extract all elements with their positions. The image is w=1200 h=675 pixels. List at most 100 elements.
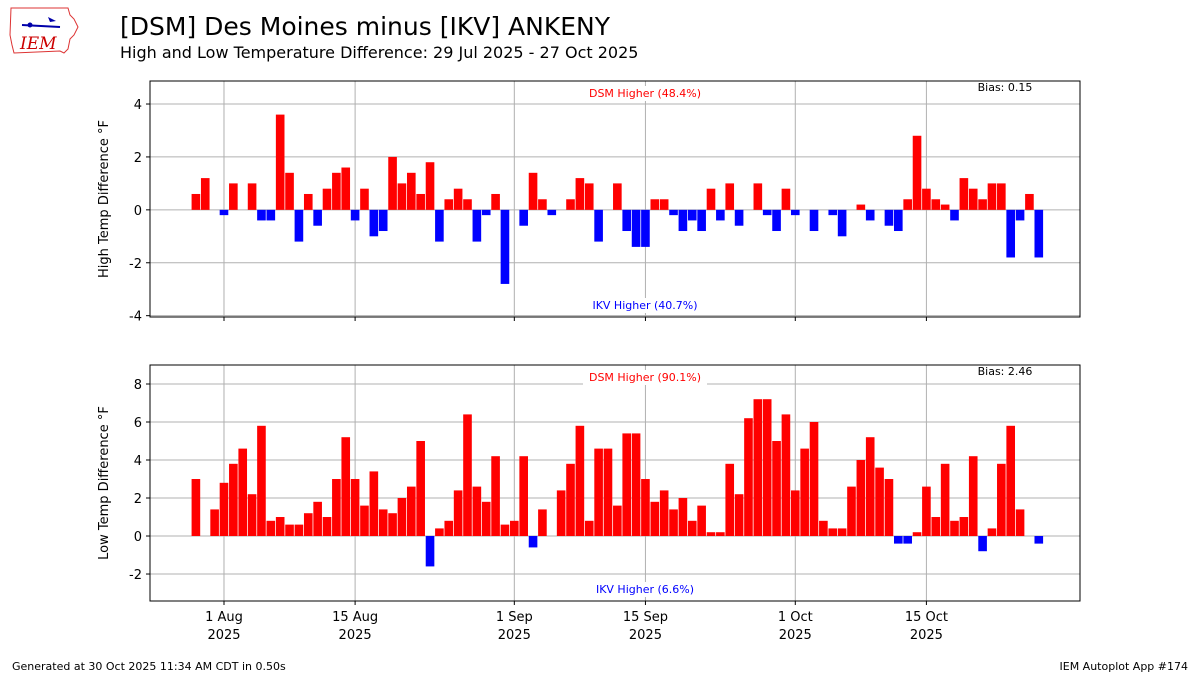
bar-positive: [865, 437, 875, 537]
bar-positive: [369, 471, 379, 537]
bar-positive: [613, 183, 622, 210]
bar-positive: [997, 183, 1006, 210]
bar-negative: [669, 209, 678, 216]
bar-positive: [987, 528, 997, 537]
bar-negative: [1034, 536, 1044, 544]
bar-positive: [463, 199, 472, 210]
bar-negative: [500, 209, 510, 284]
x-tick-year: 2025: [629, 628, 662, 643]
bar-positive: [912, 135, 922, 210]
bar-positive: [1025, 193, 1034, 210]
y-tick-label: 2: [134, 151, 142, 166]
bar-positive: [800, 448, 809, 537]
bar-positive: [519, 456, 528, 537]
bar-positive: [332, 479, 341, 537]
neg-label-bg: [583, 582, 707, 597]
bar-positive: [229, 463, 238, 537]
bar-positive: [884, 479, 894, 537]
bar-positive: [444, 520, 454, 537]
bar-positive: [406, 486, 416, 537]
bar-positive: [725, 463, 735, 537]
y-tick-label: 4: [134, 454, 142, 469]
y-tick-label: 2: [134, 492, 142, 507]
bar-positive: [781, 414, 791, 537]
bar-positive: [575, 425, 585, 537]
neg-label: IKV Higher (40.7%): [592, 299, 697, 312]
y-axis-label: Low Temp Difference °F: [97, 406, 112, 560]
axes-frame: [149, 80, 1081, 318]
bias-bg: [970, 363, 1040, 379]
bar-positive: [472, 486, 482, 537]
bar-positive: [313, 501, 322, 537]
bar-negative: [266, 209, 276, 221]
bar-positive: [968, 188, 978, 210]
bar-positive: [275, 517, 285, 537]
bar-positive: [210, 509, 219, 537]
x-tick-label: 1 Oct: [778, 610, 813, 625]
bar-negative: [378, 209, 388, 232]
bar-positive: [687, 520, 697, 537]
neg-label-bg: [583, 298, 707, 313]
bar-positive: [856, 460, 866, 537]
bar-positive: [650, 501, 660, 537]
y-tick-label: 0: [134, 530, 142, 545]
bar-positive: [837, 528, 847, 537]
bar-negative: [734, 209, 744, 226]
bar-positive: [603, 448, 613, 537]
bar-positive: [388, 156, 397, 210]
bar-positive: [219, 482, 229, 537]
bar-positive: [397, 498, 407, 537]
bias-bg: [970, 79, 1040, 95]
bar-positive: [566, 463, 575, 537]
bar-positive: [940, 204, 950, 210]
bar-positive: [238, 448, 248, 537]
bar-positive: [922, 188, 931, 210]
bar-negative: [472, 209, 482, 242]
bar-positive: [922, 486, 931, 537]
pos-label-bg: [583, 86, 707, 101]
bar-positive: [987, 183, 997, 210]
bar-negative: [809, 209, 819, 232]
bar-positive: [950, 520, 959, 537]
bar-negative: [528, 536, 538, 548]
bar-positive: [322, 517, 332, 537]
x-tick-year: 2025: [910, 628, 943, 643]
x-tick-year: 2025: [779, 628, 812, 643]
bar-negative: [903, 536, 912, 544]
bar-negative: [762, 209, 772, 216]
bar-positive: [650, 199, 660, 210]
bar-positive: [500, 524, 510, 537]
bar-positive: [790, 490, 800, 537]
bar-positive: [659, 199, 669, 210]
bar-positive: [828, 528, 838, 537]
bar-positive: [528, 172, 538, 210]
bar-negative: [622, 209, 632, 232]
bar-negative: [294, 209, 304, 242]
bar-positive: [931, 199, 941, 210]
bar-negative: [350, 209, 360, 221]
bar-positive: [491, 456, 500, 537]
y-axis-label: High Temp Difference °F: [97, 120, 112, 278]
bar-positive: [341, 437, 351, 537]
bar-positive: [978, 199, 987, 210]
bar-positive: [584, 520, 594, 537]
bar-positive: [247, 494, 257, 537]
bar-positive: [247, 183, 257, 210]
bar-negative: [425, 536, 435, 567]
bar-negative: [1015, 209, 1025, 221]
bar-negative: [547, 209, 557, 216]
bar-negative: [369, 209, 379, 237]
bias-label: Bias: 2.46: [978, 365, 1033, 378]
bar-positive: [669, 509, 678, 537]
footer-app: IEM Autoplot App #174: [1059, 660, 1189, 673]
bar-positive: [1015, 509, 1025, 537]
chart-title: [DSM] Des Moines minus [IKV] ANKENY: [120, 12, 611, 41]
y-tick-label: 4: [134, 98, 142, 113]
bar-positive: [931, 517, 941, 537]
bar-negative: [894, 209, 903, 232]
bar-negative: [631, 209, 641, 247]
y-tick-label: -2: [129, 568, 142, 583]
bar-positive: [191, 193, 201, 210]
bar-positive: [912, 532, 922, 537]
